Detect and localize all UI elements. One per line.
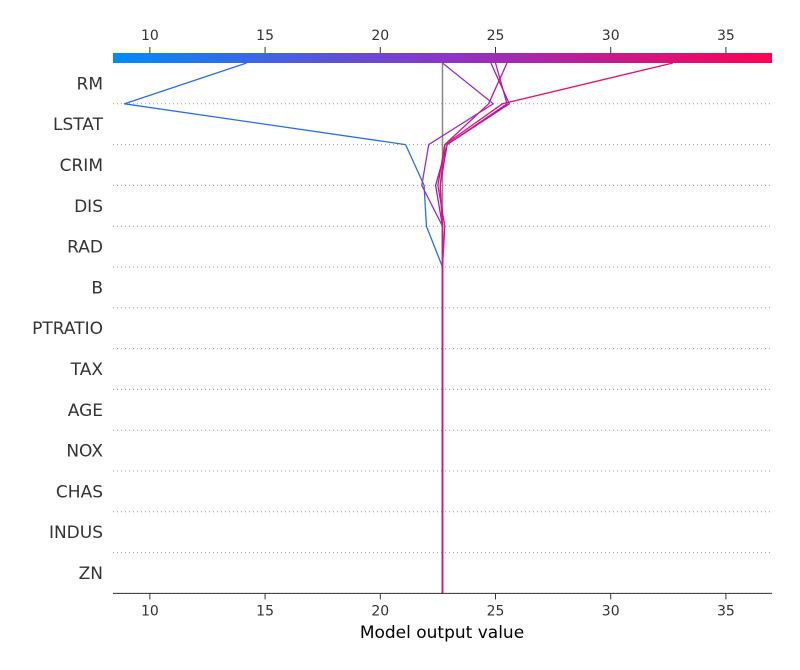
x-axis: 10 15 20 25 30 35	[113, 592, 772, 619]
feature-label: RM	[77, 74, 103, 94]
decision-line	[421, 62, 494, 594]
feature-label: ZN	[79, 564, 103, 584]
top-tick-label: 15	[256, 28, 274, 44]
top-axis-ticks: 10 15 20 25 30 35	[141, 28, 735, 53]
top-tick-label: 20	[371, 28, 389, 44]
top-tick-label: 25	[487, 28, 505, 44]
decision-lines	[123, 62, 674, 594]
feature-label: CHAS	[56, 482, 103, 502]
decision-line	[439, 62, 674, 594]
top-tick-label: 30	[602, 28, 620, 44]
feature-label: AGE	[68, 401, 103, 421]
feature-label: RAD	[67, 238, 103, 258]
feature-label: NOX	[66, 442, 103, 462]
x-axis-label: Model output value	[360, 623, 524, 643]
top-tick-label: 10	[141, 28, 159, 44]
x-tick-label: 15	[256, 603, 274, 619]
x-tick-label: 30	[602, 603, 620, 619]
top-tick-label: 35	[717, 28, 735, 44]
decision-line	[439, 62, 508, 594]
feature-label: INDUS	[49, 523, 103, 543]
feature-label: DIS	[74, 197, 103, 217]
x-tick-label: 35	[717, 603, 735, 619]
feature-label: CRIM	[60, 156, 103, 176]
x-tick-label: 10	[141, 603, 159, 619]
colorbar	[113, 53, 772, 63]
feature-label: B	[91, 278, 103, 298]
feature-labels: RM LSTAT CRIM DIS RAD B PTRATIO TAX AGE NOX CHAS IN…	[32, 74, 103, 584]
x-tick-label: 25	[487, 603, 505, 619]
feature-label: PTRATIO	[32, 319, 103, 339]
feature-label: LSTAT	[53, 115, 104, 135]
decision-line	[123, 62, 444, 594]
x-tick-label: 20	[371, 603, 389, 619]
feature-label: TAX	[70, 360, 104, 380]
